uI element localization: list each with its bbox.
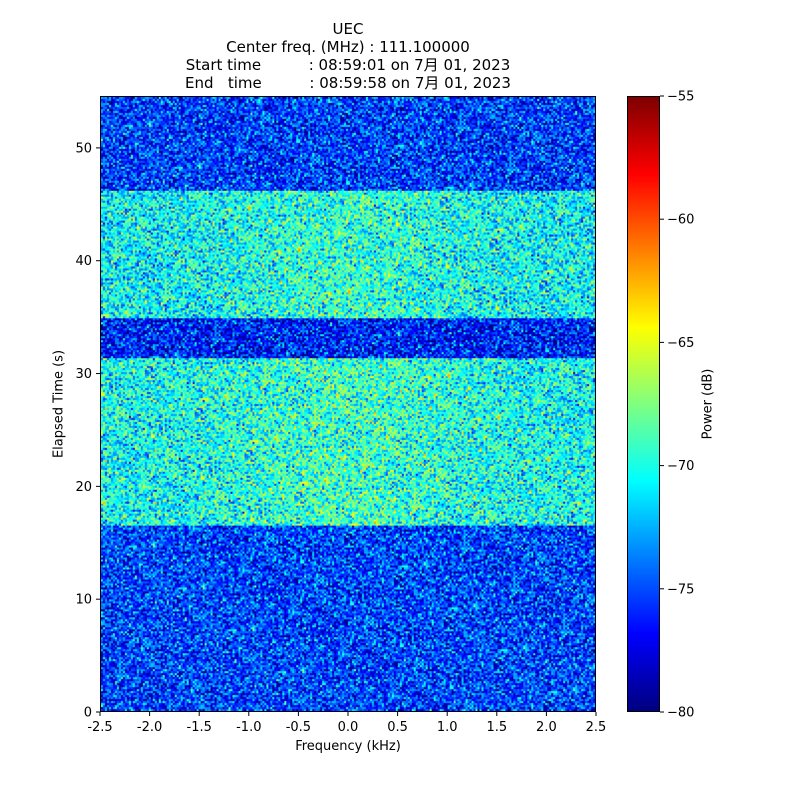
x-tick-label: -2.0 [137, 720, 162, 735]
title-line-1: UEC [332, 20, 364, 38]
x-tick-label: 0.0 [338, 720, 359, 735]
x-tick-label: -1.5 [187, 720, 212, 735]
x-tick-label: 0.5 [387, 720, 408, 735]
y-tick-label: 0 [84, 706, 92, 721]
x-tick-label: 1.0 [437, 720, 458, 735]
colorbar-tick-label: −65 [667, 336, 694, 351]
colorbar-gradient [628, 97, 659, 711]
colorbar-tick-label: −75 [667, 582, 694, 597]
colorbar-tick-label: −80 [667, 706, 694, 721]
x-tick-label: -2.5 [87, 720, 112, 735]
x-tick-label: 2.0 [536, 720, 557, 735]
y-axis-label: Elapsed Time (s) [51, 349, 67, 459]
x-tick-label: -0.5 [286, 720, 311, 735]
colorbar [627, 96, 660, 712]
x-tick-label: -1.0 [236, 720, 261, 735]
colorbar-tick-label: −55 [667, 90, 694, 105]
title-line-4: End time : 08:59:58 on 7月 01, 2023 [185, 74, 511, 92]
colorbar-tick-label: −60 [667, 213, 694, 228]
spectrogram-heatmap [101, 97, 595, 711]
x-tick-label: 1.5 [486, 720, 507, 735]
chart-title: UEC Center freq. (MHz) : 111.100000 Star… [100, 20, 596, 92]
title-line-2: Center freq. (MHz) : 111.100000 [226, 38, 470, 56]
y-tick-label: 30 [75, 367, 92, 382]
x-tick-label: 2.5 [586, 720, 607, 735]
colorbar-tick-label: −70 [667, 459, 694, 474]
y-tick-label: 20 [75, 480, 92, 495]
x-axis-label: Frequency (kHz) [295, 739, 401, 754]
y-tick-label: 10 [75, 593, 92, 608]
y-tick-label: 40 [75, 254, 92, 269]
spectrogram-plot [100, 96, 596, 712]
colorbar-label: Power (dB) [700, 368, 716, 440]
title-line-3: Start time : 08:59:01 on 7月 01, 2023 [185, 56, 511, 74]
y-tick-label: 50 [75, 141, 92, 156]
